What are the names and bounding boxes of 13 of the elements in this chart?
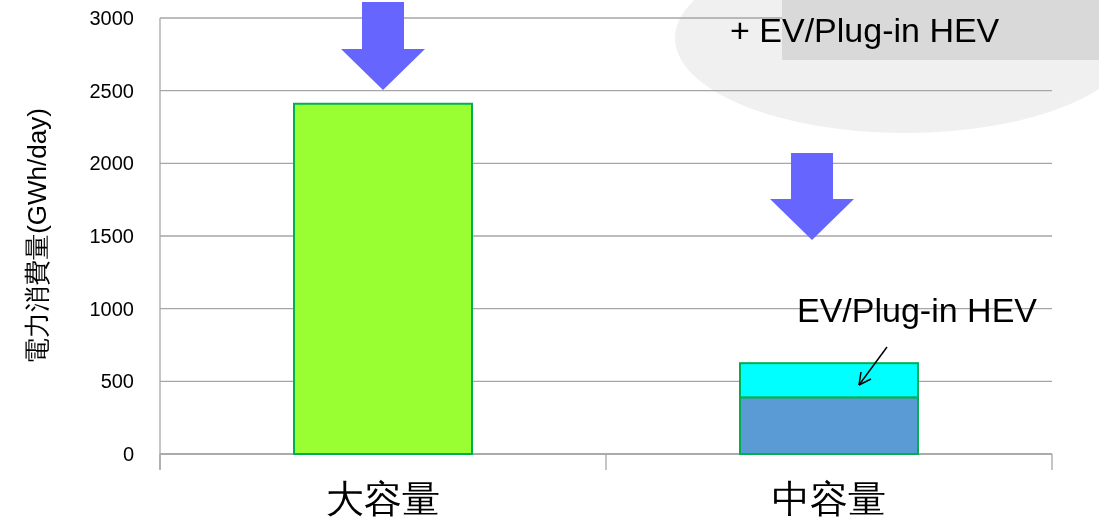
annotation: + EV/Plug-in HEV <box>730 11 1000 49</box>
x-tick-label: 中容量 <box>772 478 886 520</box>
annotation: EV/Plug-in HEV <box>797 291 1038 329</box>
y-tick-label: 1000 <box>89 297 134 320</box>
bar <box>293 102 473 455</box>
y-tick-label: 2000 <box>89 152 134 175</box>
y-tick-label: 500 <box>100 370 134 393</box>
x-tick-label: 大容量 <box>326 478 440 520</box>
y-tick-label: 1500 <box>89 225 134 247</box>
y-tick-label: 0 <box>122 443 134 465</box>
y-axis-title: 電力消費量(GWh/day) <box>22 108 52 364</box>
y-tick-label: 2500 <box>89 79 134 102</box>
y-tick-label: 3000 <box>89 7 134 29</box>
